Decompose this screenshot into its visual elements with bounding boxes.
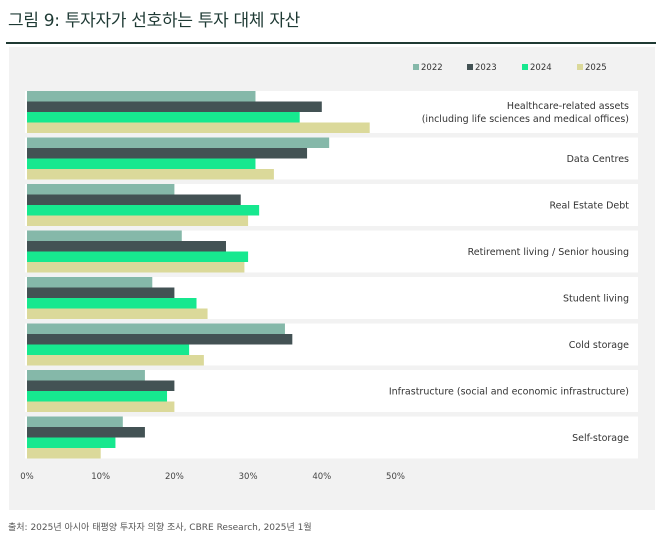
bar-2023 bbox=[27, 194, 241, 205]
bar-2023 bbox=[27, 427, 145, 438]
legend-label-2023: 2023 bbox=[475, 63, 497, 73]
bar-2024 bbox=[27, 391, 168, 402]
category-label: Real Estate Debt bbox=[549, 201, 629, 212]
bar-2023 bbox=[27, 101, 322, 112]
bar-2024 bbox=[27, 158, 256, 169]
x-tick-label: 50% bbox=[386, 472, 405, 482]
bar-2025 bbox=[27, 122, 370, 133]
legend-swatch-2023 bbox=[467, 64, 473, 70]
bar-chart: 2022 2023 2024 2025 Healthcare-related asset… bbox=[20, 63, 638, 482]
bar-2025 bbox=[27, 355, 204, 366]
x-tick-label: 30% bbox=[239, 472, 258, 482]
bar-2022 bbox=[27, 137, 330, 148]
bar-2025 bbox=[27, 169, 274, 180]
category-label: Infrastructure (social and economic infr… bbox=[389, 387, 629, 398]
bar-2022 bbox=[27, 277, 153, 288]
bar-2023 bbox=[27, 287, 175, 298]
bar-2022 bbox=[27, 230, 182, 241]
category-label: Healthcare-related assets bbox=[507, 101, 629, 112]
x-tick-label: 0% bbox=[20, 472, 34, 482]
source-note: 출처: 2025년 아시아 태평양 투자자 의향 조사, CBRE Resear… bbox=[8, 523, 312, 533]
category-label: Cold storage bbox=[569, 340, 629, 351]
bar-2025 bbox=[27, 448, 101, 459]
bar-2023 bbox=[27, 380, 175, 391]
category-label: Student living bbox=[563, 294, 629, 305]
bar-2025 bbox=[27, 215, 249, 226]
category-label: Data Centres bbox=[567, 154, 629, 165]
bar-2022 bbox=[27, 184, 175, 195]
legend-swatch-2025 bbox=[577, 64, 583, 70]
bar-2023 bbox=[27, 148, 308, 159]
x-tick-label: 10% bbox=[91, 472, 110, 482]
bar-2024 bbox=[27, 344, 190, 355]
bar-2024 bbox=[27, 437, 116, 448]
category-label: (including life sciences and medical off… bbox=[422, 114, 629, 125]
legend-label-2024: 2024 bbox=[530, 63, 552, 73]
category-label: Retirement living / Senior housing bbox=[468, 247, 629, 258]
bar-2024 bbox=[27, 205, 260, 216]
bar-2023 bbox=[27, 241, 226, 252]
legend-swatch-2024 bbox=[522, 64, 528, 70]
category-label: Self-storage bbox=[572, 433, 629, 444]
bar-2025 bbox=[27, 308, 208, 319]
bar-2024 bbox=[27, 251, 249, 262]
page-title: 그림 9: 투자자가 선호하는 투자 대체 자산 bbox=[8, 11, 301, 31]
bar-2025 bbox=[27, 401, 175, 412]
legend-label-2022: 2022 bbox=[421, 63, 443, 73]
chart-panel: 2022 2023 2024 2025 Healthcare-related asset… bbox=[9, 47, 655, 510]
bar-2022 bbox=[27, 323, 285, 334]
bar-2024 bbox=[27, 298, 197, 309]
x-tick-label: 20% bbox=[165, 472, 184, 482]
x-tick-label: 40% bbox=[312, 472, 331, 482]
bar-2022 bbox=[27, 416, 123, 427]
bar-2025 bbox=[27, 262, 245, 273]
legend-swatch-2022 bbox=[413, 64, 419, 70]
bar-2022 bbox=[27, 91, 256, 102]
bar-2024 bbox=[27, 112, 300, 123]
title-divider bbox=[6, 42, 656, 44]
bar-2023 bbox=[27, 334, 293, 345]
legend-label-2025: 2025 bbox=[585, 63, 607, 73]
bar-2022 bbox=[27, 370, 145, 381]
